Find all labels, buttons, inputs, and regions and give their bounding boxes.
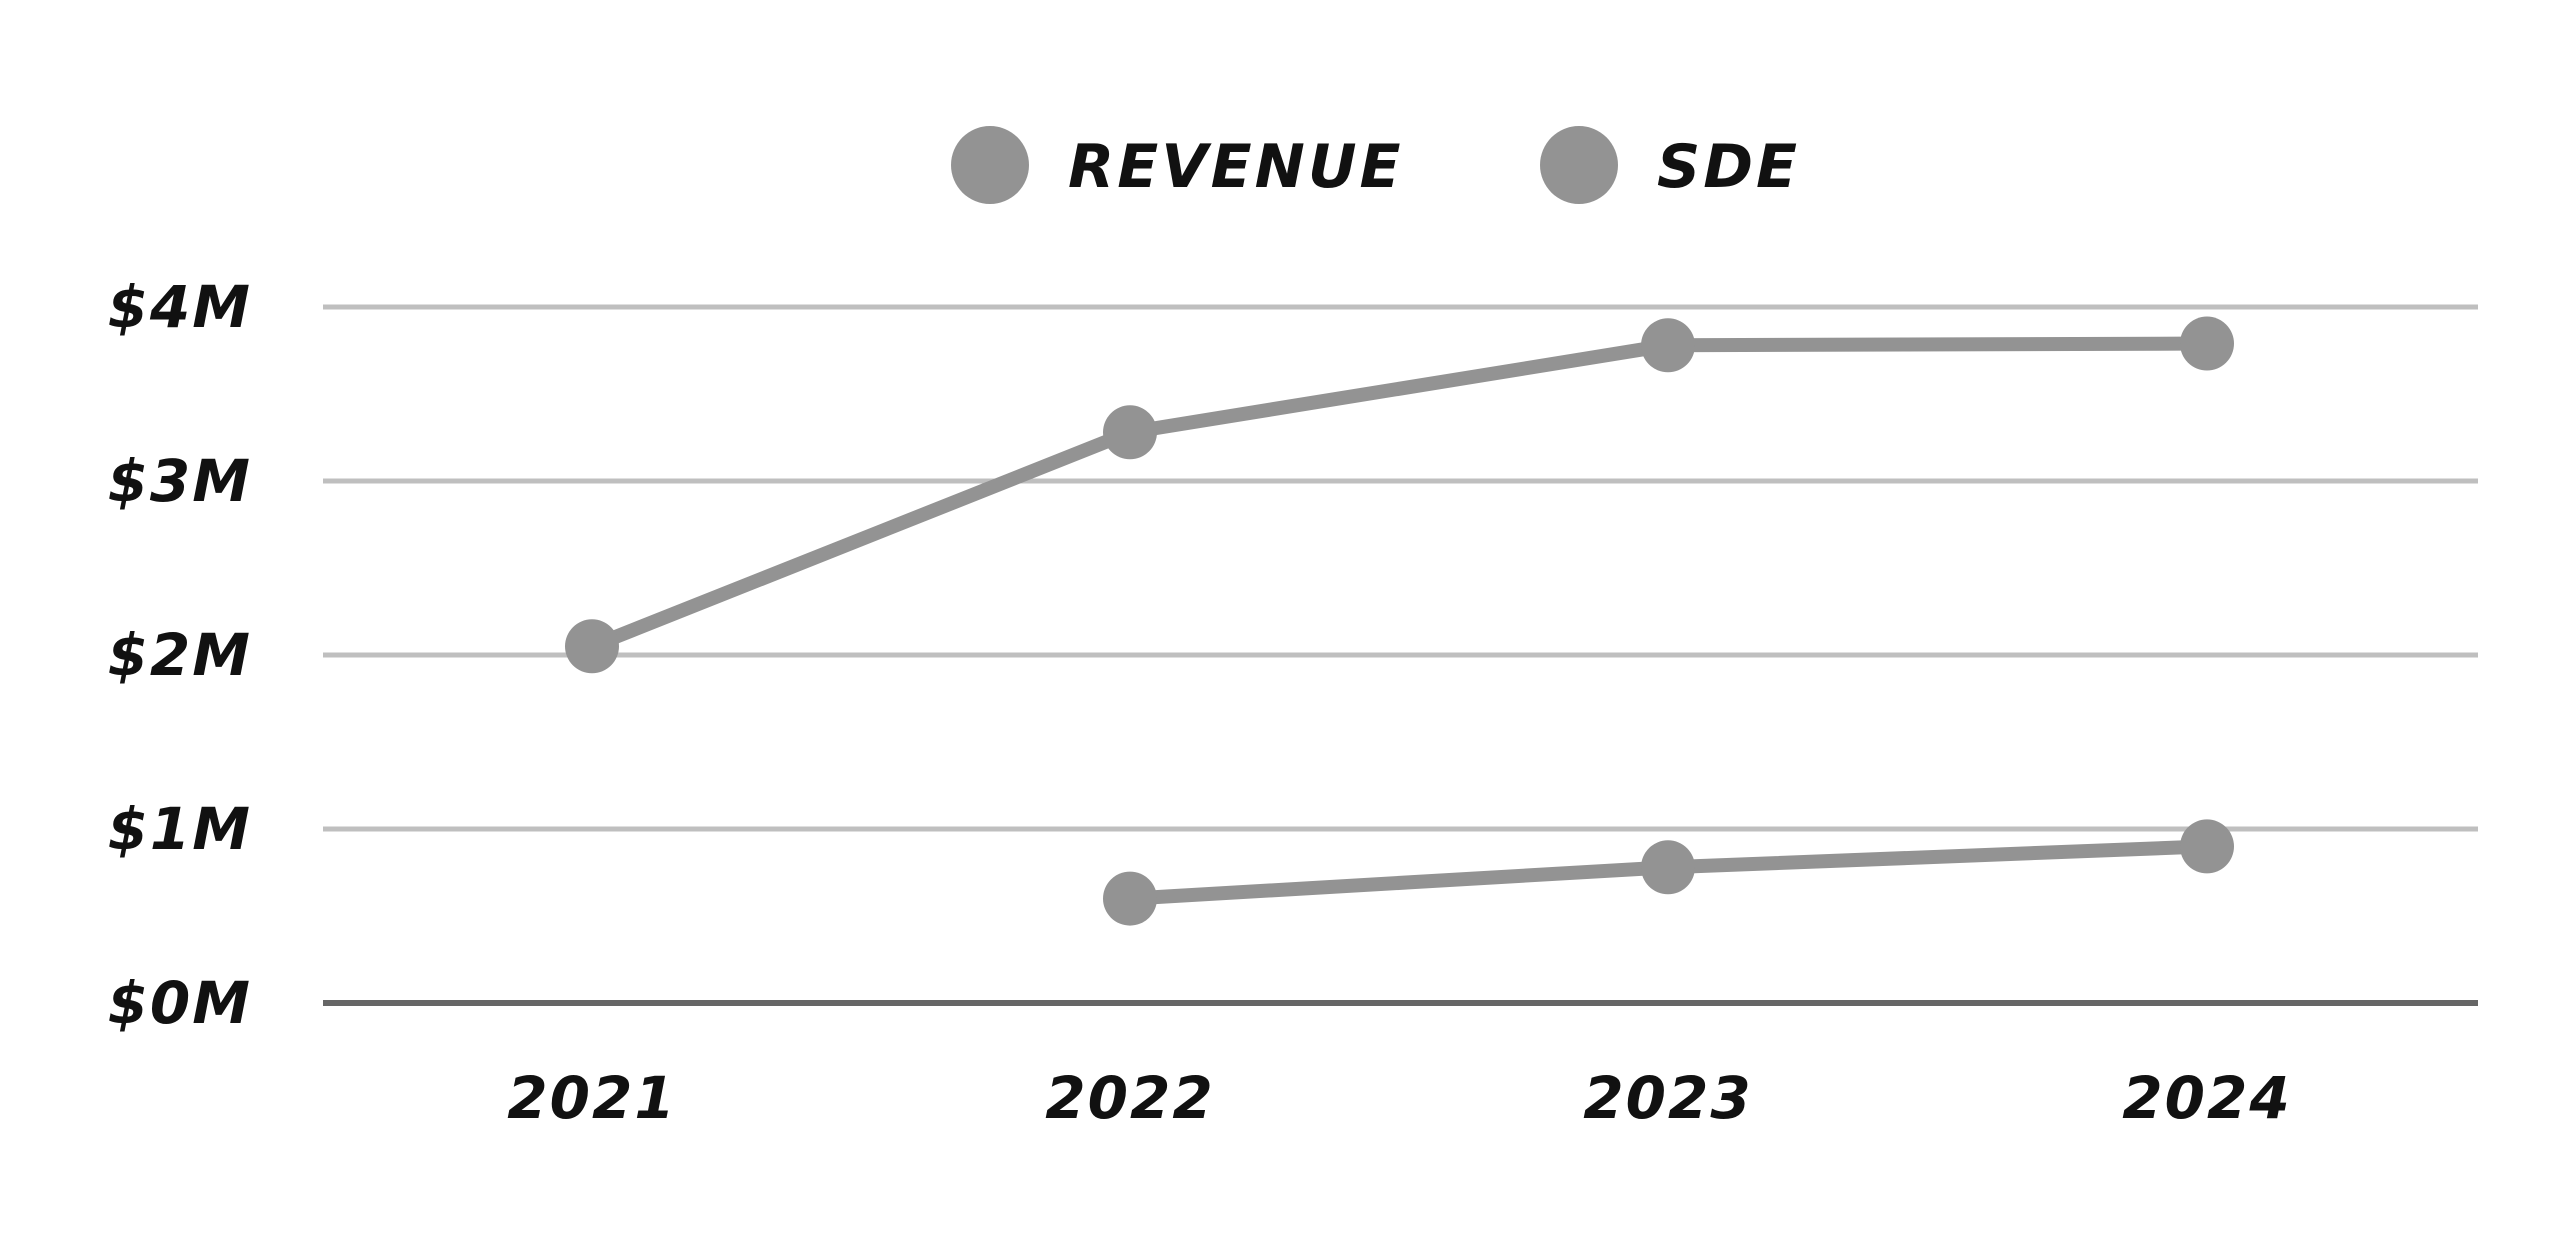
legend-label: SDE: [1657, 132, 1800, 202]
data-point: [1641, 318, 1695, 373]
series-lines: [565, 316, 2234, 926]
legend-item: REVENUE: [951, 126, 1404, 204]
data-point: [2180, 316, 2234, 371]
data-point: [565, 619, 619, 674]
series-line: [585, 336, 2214, 654]
y-tick-label: $2M: [108, 621, 252, 689]
legend-label: REVENUE: [1068, 132, 1404, 202]
data-point: [1103, 871, 1157, 926]
y-tick-label: $3M: [108, 447, 252, 515]
x-tick-label: 2022: [1045, 1064, 1214, 1132]
data-point: [1103, 405, 1157, 460]
legend: REVENUE SDE: [951, 126, 1800, 204]
gridlines: [323, 304, 2478, 1006]
legend-marker: [1540, 126, 1618, 204]
x-tick-label: 2023: [1583, 1064, 1752, 1132]
y-tick-label: $0M: [108, 969, 252, 1037]
x-tick-label: 2021: [507, 1064, 676, 1132]
legend-marker: [951, 126, 1029, 204]
legend-item: SDE: [1540, 126, 1800, 204]
series-sde: [1103, 819, 2234, 926]
y-axis-ticks: $0M $1M $2M $3M $4M: [108, 273, 252, 1037]
x-tick-label: 2024: [2122, 1064, 2291, 1132]
data-point: [1641, 840, 1695, 895]
x-axis-ticks: 2021 2022 2023 2024: [507, 1064, 2291, 1132]
y-tick-label: $1M: [108, 795, 252, 863]
data-point: [2180, 819, 2234, 874]
series-revenue: [565, 316, 2234, 674]
y-tick-label: $4M: [108, 273, 252, 341]
